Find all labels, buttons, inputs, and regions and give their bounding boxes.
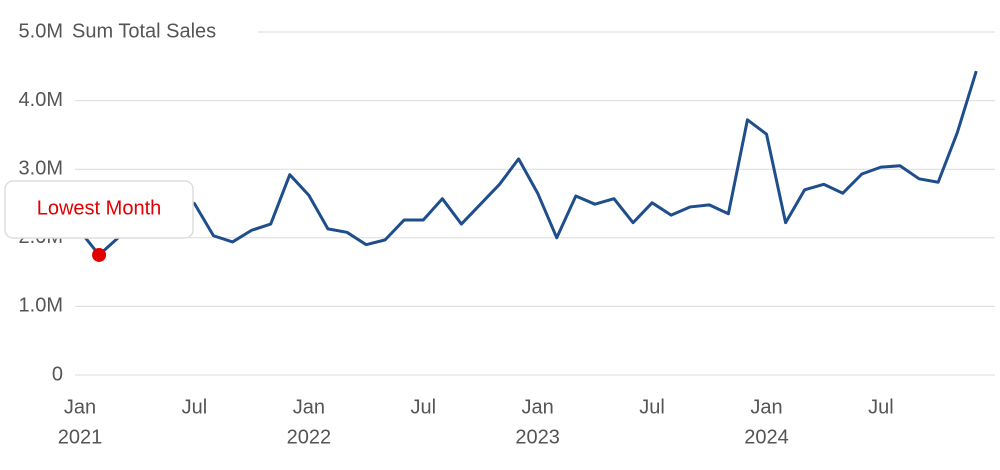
annotation-point (92, 247, 107, 262)
x-tick-label: Jul (639, 396, 665, 418)
annotation-text: Lowest Month (37, 197, 162, 219)
y-tick-label: 0 (52, 363, 63, 385)
x-tick-label: Jul (410, 396, 436, 418)
y-tick-label: 3.0M (19, 157, 63, 179)
y-tick-label: 1.0M (19, 295, 63, 317)
x-tick-label: Jul (868, 396, 894, 418)
y-axis-title: Sum Total Sales (72, 20, 216, 42)
x-tick-label: Jan (64, 396, 96, 418)
x-tick-year: 2023 (515, 426, 560, 448)
x-tick-label: Jan (750, 396, 782, 418)
x-tick-year: 2024 (744, 426, 789, 448)
x-tick-label: Jul (182, 396, 208, 418)
x-tick-year: 2021 (58, 426, 103, 448)
x-tick-label: Jan (522, 396, 554, 418)
y-tick-label: 5.0M (19, 20, 63, 42)
y-tick-label: 4.0M (19, 89, 63, 111)
annotation-box (4, 180, 194, 239)
x-tick-year: 2022 (287, 426, 332, 448)
line-series (78, 70, 978, 257)
x-tick-label: Jan (293, 396, 325, 418)
